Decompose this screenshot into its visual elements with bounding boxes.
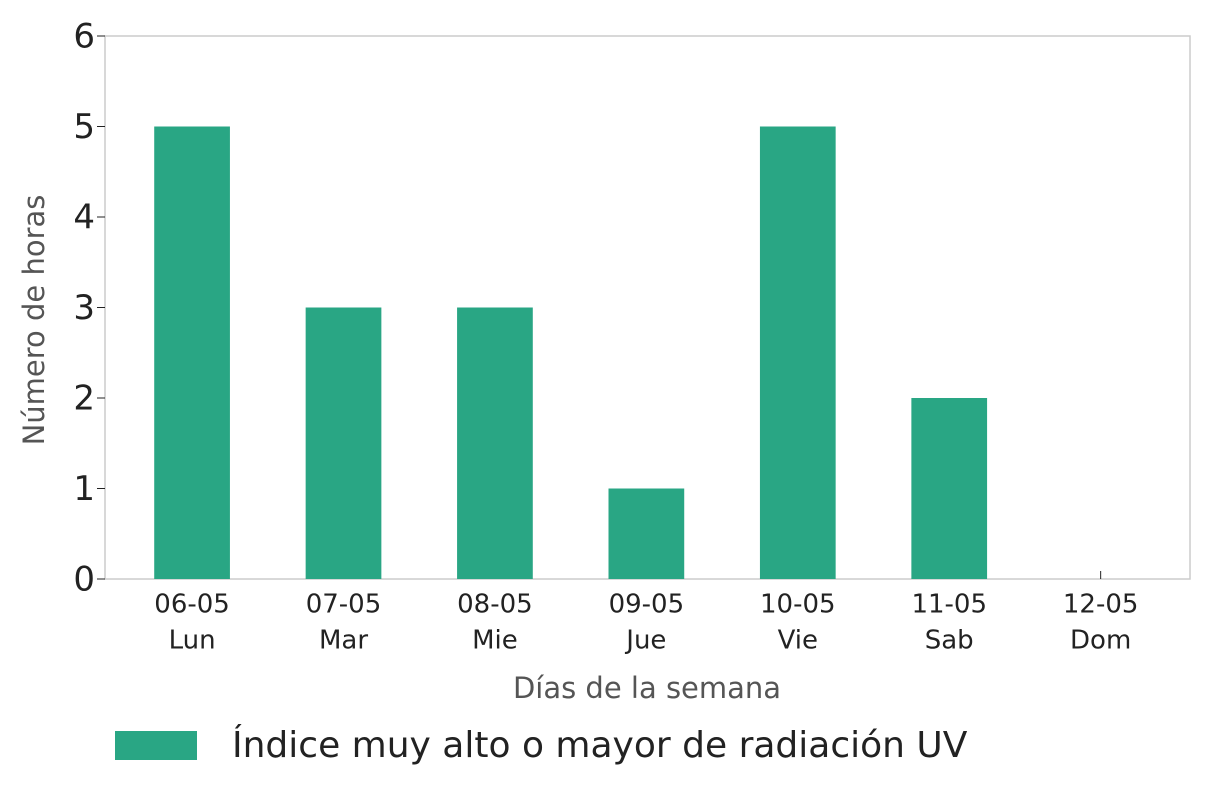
y-tick-label: 4 [73,198,95,238]
x-tick-sublabel: Mar [319,626,368,656]
bar [911,398,988,579]
x-axis-label: Días de la semana [513,671,781,705]
x-tick-sublabel: Sab [925,626,974,656]
y-axis-label: Número de horas [17,195,51,446]
x-tick-label: 09-05 [609,590,685,620]
y-tick-label: 2 [73,379,95,419]
x-tick-label: 08-05 [457,590,533,620]
x-tick-sublabel: Mie [472,626,518,656]
x-tick-sublabel: Jue [624,626,666,656]
legend-label: Índice muy alto o mayor de radiación UV [232,724,968,766]
x-tick-sublabel: Lun [169,626,216,656]
bar [608,488,685,579]
y-tick-label: 5 [73,107,95,147]
x-tick-label: 06-05 [154,590,230,620]
bar [305,307,382,579]
y-tick-label: 1 [73,469,95,509]
bar [457,307,533,579]
y-tick-label: 3 [73,288,95,328]
x-tick-label: 11-05 [911,590,987,620]
x-tick-label: 10-05 [760,590,836,620]
x-tick-label: 12-05 [1063,590,1139,620]
y-tick-label: 6 [73,17,95,57]
x-tick-sublabel: Dom [1070,626,1131,656]
bar [154,126,230,579]
x-tick-sublabel: Vie [778,626,818,656]
bar [759,126,836,579]
x-tick-label: 07-05 [306,590,382,620]
legend-swatch [115,731,197,760]
y-tick-label: 0 [73,560,95,600]
